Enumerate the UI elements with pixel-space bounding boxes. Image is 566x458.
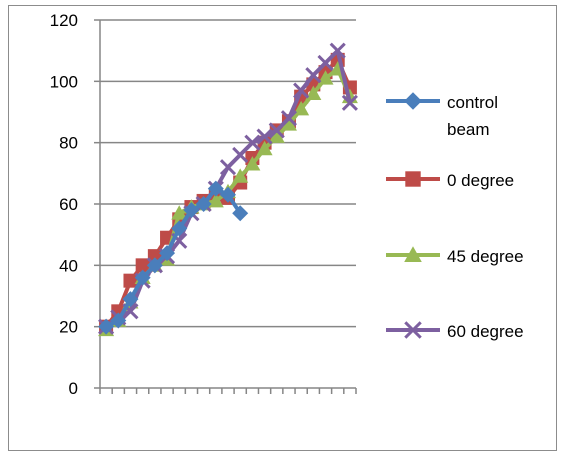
data-point <box>207 180 224 197</box>
data-point <box>183 202 200 219</box>
data-point <box>329 42 346 59</box>
data-point <box>171 205 188 220</box>
data-point <box>134 269 151 286</box>
legend-swatch-marker <box>404 321 422 339</box>
data-point <box>195 196 212 212</box>
y-tick-label: 100 <box>50 72 78 91</box>
data-point <box>256 128 273 145</box>
data-point <box>219 159 237 176</box>
data-point <box>305 67 322 84</box>
data-point <box>293 82 310 99</box>
legend-label: 45 degree <box>447 247 524 266</box>
legend-label: control <box>447 93 498 112</box>
data-point <box>232 146 249 163</box>
legend-label: beam <box>447 120 490 139</box>
data-point <box>220 186 236 203</box>
data-point <box>268 128 285 143</box>
legend-label: 60 degree <box>447 322 524 341</box>
data-point <box>232 168 249 183</box>
y-tick-label: 20 <box>59 318 78 337</box>
data-point <box>207 192 224 208</box>
data-point <box>244 134 261 151</box>
legend-swatch-marker <box>405 171 421 187</box>
y-tick-label: 80 <box>59 134 78 153</box>
data-point <box>317 70 334 85</box>
series-line <box>105 186 242 329</box>
data-point <box>123 273 138 288</box>
data-point <box>244 156 261 171</box>
data-point <box>293 100 310 116</box>
legend-swatch-marker <box>404 92 422 110</box>
y-tick-label: 120 <box>50 11 78 30</box>
data-point <box>146 257 163 274</box>
data-point <box>159 245 176 262</box>
legend-swatch-marker <box>404 246 422 263</box>
data-point <box>268 122 285 139</box>
data-point <box>305 85 322 100</box>
y-tick-label: 40 <box>59 256 78 275</box>
data-point <box>341 94 358 111</box>
data-point <box>171 220 188 237</box>
data-point <box>98 318 115 335</box>
data-point <box>110 312 127 329</box>
y-tick-label: 0 <box>69 379 78 398</box>
y-tick-label: 60 <box>59 195 78 214</box>
data-point <box>256 140 273 156</box>
data-point <box>280 116 297 131</box>
legend-label: 0 degree <box>447 171 514 190</box>
data-point <box>122 291 139 308</box>
data-point <box>135 258 150 273</box>
data-point <box>280 110 298 127</box>
data-point <box>317 54 334 71</box>
data-point <box>232 205 249 222</box>
